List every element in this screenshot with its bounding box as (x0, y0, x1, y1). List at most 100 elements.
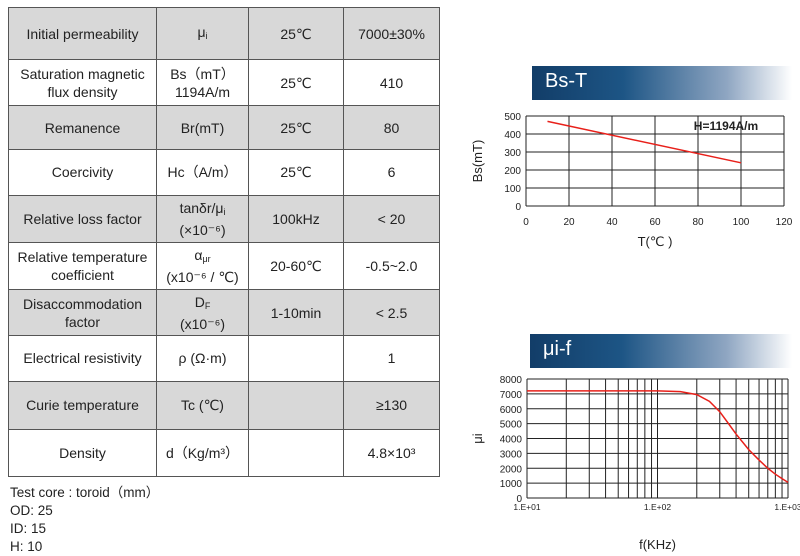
x-tick-label: 40 (606, 217, 618, 228)
symbol-main: Bs（mT） (170, 65, 235, 82)
annotation-label: H=1194A/m (694, 119, 758, 133)
property-symbol: Hc（A/m） (156, 149, 249, 196)
symbol-subscript: F (204, 300, 211, 311)
symbol-main: tanδr/μ (179, 199, 224, 216)
y-tick-label: 0 (515, 202, 521, 213)
y-tick-label: 8000 (500, 375, 523, 386)
test-condition (248, 381, 344, 430)
property-value: 6 (343, 149, 440, 196)
y-tick-label: 2000 (500, 464, 523, 475)
table-row: Disaccommodation factor DF (x10⁻⁶) 1-10min <… (8, 289, 440, 336)
symbol-main: D (194, 293, 205, 310)
test-condition: 25℃ (248, 149, 344, 196)
property-value: < 2.5 (343, 289, 440, 336)
property-value: -0.5~2.0 (343, 241, 440, 291)
test-core-info: Test core : toroid（mm） OD: 25 ID: 15 H: … (10, 484, 159, 556)
test-condition: 25℃ (248, 6, 344, 61)
test-condition: 25℃ (248, 104, 344, 151)
property-symbol: DF (x10⁻⁶) (156, 289, 249, 336)
table-row: Saturation magnetic flux density Bs（mT） 11… (8, 59, 440, 106)
y-tick-label: 300 (504, 148, 521, 159)
symbol-main: α (194, 247, 203, 264)
x-tick-label: 60 (649, 217, 661, 228)
properties-table: Initial permeability μi 25℃ 7000±30% Saturat… (8, 6, 440, 477)
table-row: Coercivity Hc（A/m） 25℃ 6 (8, 149, 440, 196)
symbol-unit: (x10⁻⁶ / ℃) (166, 269, 239, 286)
y-tick-label: 1000 (500, 479, 523, 490)
property-value: 80 (343, 104, 440, 151)
y-axis-label: μi (470, 433, 485, 443)
bs-t-chart-title: Bs-T (545, 70, 588, 92)
symbol-subscript: i (205, 30, 208, 41)
symbol-main: Tc (℃) (181, 397, 224, 414)
x-axis-label: f(KHz) (639, 537, 676, 552)
property-symbol: Bs（mT） 1194A/m (156, 59, 249, 106)
table-row: Density d（Kg/m³） 4.8×10³ (8, 428, 440, 477)
y-tick-label: 7000 (500, 390, 523, 401)
bs-t-chart-banner: Bs-T (532, 66, 792, 100)
property-symbol: tanδr/μi (×10⁻⁶) (156, 194, 249, 243)
test-condition: 1-10min (248, 289, 344, 336)
property-name: Relative temperature coefficient (8, 241, 157, 291)
x-tick-label: 1.E+02 (644, 502, 671, 512)
property-value: ≥130 (343, 381, 440, 430)
y-tick-label: 200 (504, 166, 521, 177)
x-axis-label: T(℃ ) (638, 234, 673, 249)
symbol-unit: (x10⁻⁶) (179, 315, 226, 332)
y-axis-label: Bs(mT) (470, 140, 485, 183)
table-row: Relative temperature coefficient αμr (x10⁻… (8, 241, 440, 291)
x-tick-label: 100 (733, 217, 750, 228)
y-tick-label: 0 (516, 494, 522, 505)
property-symbol: Br(mT) (156, 104, 249, 151)
test-condition: 25℃ (248, 59, 344, 106)
test-core-od: OD: 25 (10, 503, 53, 518)
test-core-h: H: 10 (10, 539, 43, 554)
x-tick-label: 1.E+03 (774, 502, 800, 512)
property-name: Curie temperature (8, 381, 157, 430)
mu-f-chart-title: μi-f (543, 338, 572, 360)
property-name: Remanence (8, 104, 157, 151)
property-symbol: d（Kg/m³） (156, 428, 249, 477)
y-tick-label: 6000 (500, 405, 523, 416)
table-row: Electrical resistivity ρ (Ω·m) 1 (8, 334, 440, 383)
symbol-subscript: μr (202, 254, 211, 265)
test-core-title: Test core : toroid（mm） (10, 485, 160, 500)
y-tick-label: 5000 (500, 420, 523, 431)
mu-f-chart-banner: μi-f (530, 334, 792, 368)
property-value: 7000±30% (343, 6, 440, 61)
property-value: 4.8×10³ (343, 428, 440, 477)
property-name: Relative loss factor (8, 194, 157, 243)
property-name: Initial permeability (8, 6, 157, 61)
table-row: Remanence Br(mT) 25℃ 80 (8, 104, 440, 151)
series-line (547, 120, 742, 164)
property-symbol: Tc (℃) (156, 381, 249, 430)
x-tick-label: 80 (692, 217, 704, 228)
y-tick-label: 3000 (500, 449, 523, 460)
table-row: Relative loss factor tanδr/μi (×10⁻⁶) 100kH… (8, 194, 440, 243)
symbol-subscript: i (223, 206, 226, 217)
property-value: 410 (343, 59, 440, 106)
symbol-main: Br(mT) (180, 119, 225, 136)
table-row: Initial permeability μi 25℃ 7000±30% (8, 6, 440, 61)
property-value: 1 (343, 334, 440, 383)
property-name: Density (8, 428, 157, 477)
mu-f-chart: 0 1000 2000 3000 4000 5000 6000 7000 8000 1.E+01 1… (470, 375, 800, 552)
x-tick-label: 1.E+01 (513, 502, 540, 512)
y-tick-label: 400 (504, 130, 521, 141)
bs-t-chart: 0 20 40 60 80 100 120 0 100 200 300 400 500 H=1194A/m… (470, 112, 793, 249)
x-tick-label: 120 (776, 217, 793, 228)
symbol-main: μ (197, 23, 206, 40)
test-condition: 100kHz (248, 194, 344, 243)
symbol-main: ρ (Ω·m) (178, 350, 227, 367)
test-condition (248, 428, 344, 477)
property-name: Disaccommodation factor (8, 289, 157, 336)
property-symbol: μi (156, 6, 249, 61)
property-name: Saturation magnetic flux density (8, 59, 157, 106)
property-name: Electrical resistivity (8, 334, 157, 383)
property-symbol: ρ (Ω·m) (156, 334, 249, 383)
symbol-unit: 1194A/m (175, 83, 230, 100)
property-symbol: αμr (x10⁻⁶ / ℃) (156, 241, 249, 291)
property-value: < 20 (343, 194, 440, 243)
test-condition: 20-60℃ (248, 241, 344, 291)
x-tick-label: 20 (563, 217, 575, 228)
